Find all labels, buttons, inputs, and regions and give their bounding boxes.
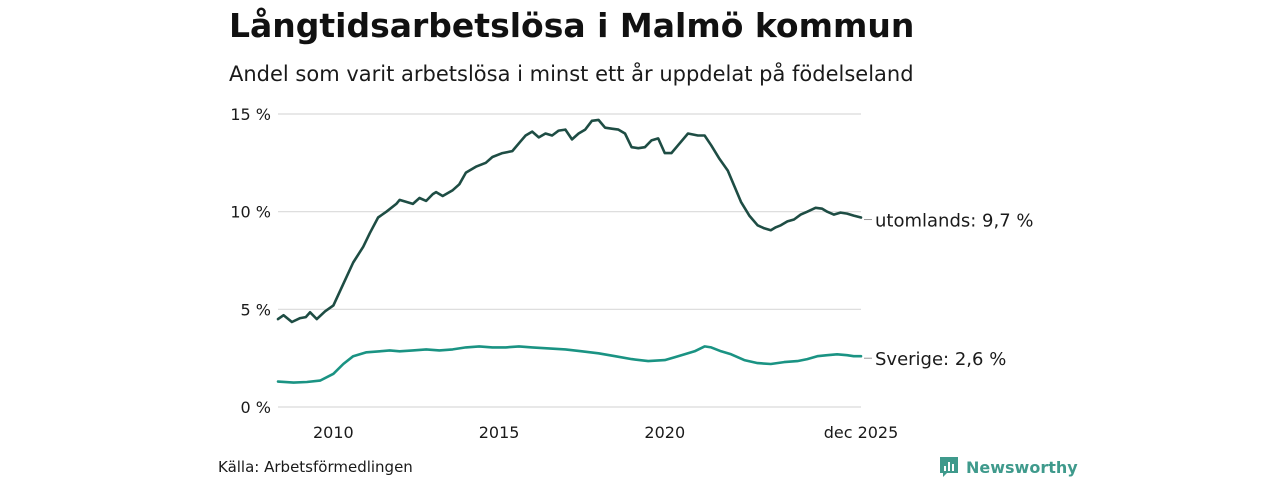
series-lines <box>276 118 863 384</box>
y-axis-tick-labels: 0 % 5 % 10 % 15 % <box>230 105 271 417</box>
x-tick-label: dec 2025 <box>824 423 899 442</box>
series-line-utomlands <box>276 118 863 324</box>
chart-title: Långtidsarbetslösa i Malmö kommun <box>229 6 915 45</box>
x-axis-tick-labels: 2010 2015 2020 dec 2025 <box>313 423 898 442</box>
y-tick-label: 10 % <box>230 203 271 222</box>
newsworthy-logo[interactable]: Newsworthy <box>938 455 1078 479</box>
y-tick-label: 0 % <box>241 398 271 417</box>
newsworthy-bar-chart-icon <box>940 457 958 477</box>
chart-subtitle: Andel som varit arbetslösa i minst ett å… <box>229 62 914 86</box>
end-label-utomlands: utomlands: 9,7 % <box>875 211 1034 232</box>
gridlines <box>278 113 861 408</box>
x-tick-label: 2010 <box>313 423 354 442</box>
y-tick-label: 5 % <box>241 300 271 319</box>
brand-name: Newsworthy <box>966 457 1078 477</box>
source-note: Källa: Arbetsförmedlingen <box>218 458 413 476</box>
end-label-sverige: Sverige: 2,6 % <box>875 349 1006 370</box>
x-tick-label: 2020 <box>644 423 685 442</box>
x-tick-label: 2015 <box>479 423 520 442</box>
series-end-labels: utomlands: 9,7 % Sverige: 2,6 % <box>864 211 1034 370</box>
series-line-sverige <box>276 345 863 384</box>
y-tick-label: 15 % <box>230 105 271 124</box>
